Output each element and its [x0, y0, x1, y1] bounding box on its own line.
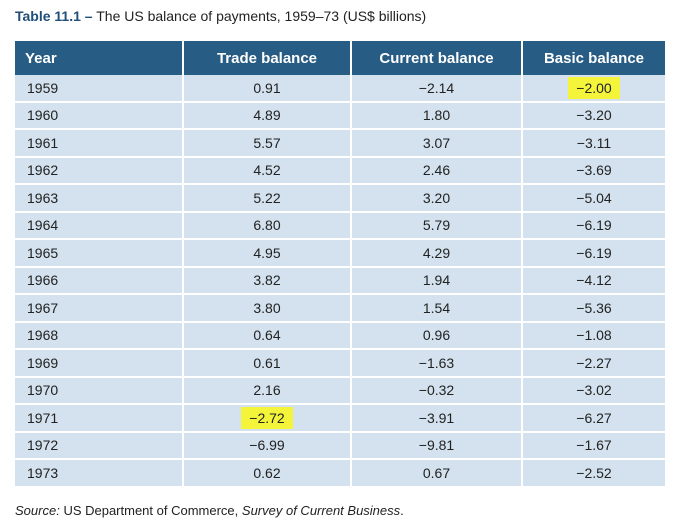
cell-year: 1960 — [15, 101, 184, 130]
table-row: 1961 5.57 3.07 −3.11 — [15, 129, 665, 158]
header-year: Year — [15, 41, 184, 75]
cell-current-balance: 3.20 — [351, 184, 523, 213]
table-row: 1965 4.95 4.29 −6.19 — [15, 239, 665, 268]
cell-year: 1964 — [15, 211, 184, 240]
cell-current-balance: 1.54 — [351, 294, 523, 323]
cell-basic-balance: −2.27 — [522, 349, 665, 378]
header-current-balance: Current balance — [351, 41, 523, 75]
cell-basic-balance: −4.12 — [522, 266, 665, 295]
table-row: 1963 5.22 3.20 −5.04 — [15, 184, 665, 213]
source-end: . — [400, 503, 404, 518]
cell-year: 1963 — [15, 184, 184, 213]
cell-trade-balance: 0.62 — [183, 459, 352, 488]
cell-basic-balance: −5.36 — [522, 294, 665, 323]
table-row: 1973 0.62 0.67 −2.52 — [15, 459, 665, 488]
source-text: US Department of Commerce, — [63, 503, 239, 518]
source-publication: Survey of Current Business — [241, 503, 401, 518]
table-row: 1959 0.91 −2.14 −2.00 — [15, 75, 665, 103]
table-row: 1971 −2.72 −3.91 −6.27 — [15, 404, 665, 433]
header-trade-balance: Trade balance — [183, 41, 352, 75]
cell-current-balance: 1.94 — [351, 266, 523, 295]
cell-basic-balance: −6.19 — [522, 239, 665, 268]
cell-year: 1959 — [15, 75, 184, 103]
cell-current-balance: −0.32 — [351, 376, 523, 405]
balance-of-payments-table: Year Trade balance Current balance Basic… — [15, 41, 665, 488]
caption-title: The US balance of payments, 1959–73 (US$… — [96, 8, 427, 24]
cell-year: 1965 — [15, 239, 184, 268]
cell-trade-balance: −2.72 — [183, 404, 352, 433]
cell-basic-balance: −1.67 — [522, 431, 665, 460]
table-row: 1964 6.80 5.79 −6.19 — [15, 211, 665, 240]
source-label: Source: — [15, 503, 60, 518]
cell-basic-balance: −5.04 — [522, 184, 665, 213]
cell-current-balance: −3.91 — [351, 404, 523, 433]
cell-trade-balance: 6.80 — [183, 211, 352, 240]
cell-year: 1962 — [15, 156, 184, 185]
cell-basic-balance: −6.19 — [522, 211, 665, 240]
cell-basic-balance: −6.27 — [522, 404, 665, 433]
cell-trade-balance: 4.52 — [183, 156, 352, 185]
cell-year: 1970 — [15, 376, 184, 405]
cell-trade-balance: 3.80 — [183, 294, 352, 323]
cell-current-balance: 5.79 — [351, 211, 523, 240]
table-caption: Table 11.1 – The US balance of payments,… — [15, 6, 426, 26]
cell-basic-balance: −3.11 — [522, 129, 665, 158]
table-row: 1969 0.61 −1.63 −2.27 — [15, 349, 665, 378]
cell-trade-balance: 4.95 — [183, 239, 352, 268]
cell-current-balance: 0.67 — [351, 459, 523, 488]
cell-trade-balance: 0.91 — [183, 75, 352, 103]
table-row: 1960 4.89 1.80 −3.20 — [15, 101, 665, 130]
cell-year: 1966 — [15, 266, 184, 295]
cell-basic-balance: −3.69 — [522, 156, 665, 185]
cell-trade-balance: 0.64 — [183, 321, 352, 350]
caption-label: Table 11.1 – — [15, 8, 93, 24]
table-row: 1967 3.80 1.54 −5.36 — [15, 294, 665, 323]
table-header-row: Year Trade balance Current balance Basic… — [15, 41, 665, 75]
cell-year: 1973 — [15, 459, 184, 488]
cell-trade-balance: 5.22 — [183, 184, 352, 213]
cell-current-balance: 2.46 — [351, 156, 523, 185]
cell-trade-balance: 3.82 — [183, 266, 352, 295]
cell-current-balance: 4.29 — [351, 239, 523, 268]
cell-current-balance: −2.14 — [351, 75, 523, 103]
cell-year: 1971 — [15, 404, 184, 433]
cell-trade-balance: −6.99 — [183, 431, 352, 460]
cell-current-balance: −9.81 — [351, 431, 523, 460]
cell-year: 1968 — [15, 321, 184, 350]
table-row: 1968 0.64 0.96 −1.08 — [15, 321, 665, 350]
cell-current-balance: 0.96 — [351, 321, 523, 350]
source-note: Source: US Department of Commerce, Surve… — [15, 503, 404, 518]
cell-basic-balance: −2.52 — [522, 459, 665, 488]
header-basic-balance: Basic balance — [522, 41, 665, 75]
cell-year: 1967 — [15, 294, 184, 323]
cell-trade-balance: 4.89 — [183, 101, 352, 130]
table-row: 1970 2.16 −0.32 −3.02 — [15, 376, 665, 405]
cell-basic-balance: −3.20 — [522, 101, 665, 130]
table-row: 1962 4.52 2.46 −3.69 — [15, 156, 665, 185]
table-row: 1972 −6.99 −9.81 −1.67 — [15, 431, 665, 460]
cell-year: 1972 — [15, 431, 184, 460]
cell-current-balance: 3.07 — [351, 129, 523, 158]
cell-trade-balance: 5.57 — [183, 129, 352, 158]
cell-current-balance: 1.80 — [351, 101, 523, 130]
cell-trade-balance: 0.61 — [183, 349, 352, 378]
cell-current-balance: −1.63 — [351, 349, 523, 378]
cell-basic-balance: −3.02 — [522, 376, 665, 405]
cell-basic-balance: −2.00 — [522, 75, 665, 103]
highlighted-value: −2.72 — [241, 406, 293, 429]
cell-year: 1969 — [15, 349, 184, 378]
cell-trade-balance: 2.16 — [183, 376, 352, 405]
cell-year: 1961 — [15, 129, 184, 158]
table-row: 1966 3.82 1.94 −4.12 — [15, 266, 665, 295]
cell-basic-balance: −1.08 — [522, 321, 665, 350]
highlighted-value: −2.00 — [568, 76, 620, 99]
